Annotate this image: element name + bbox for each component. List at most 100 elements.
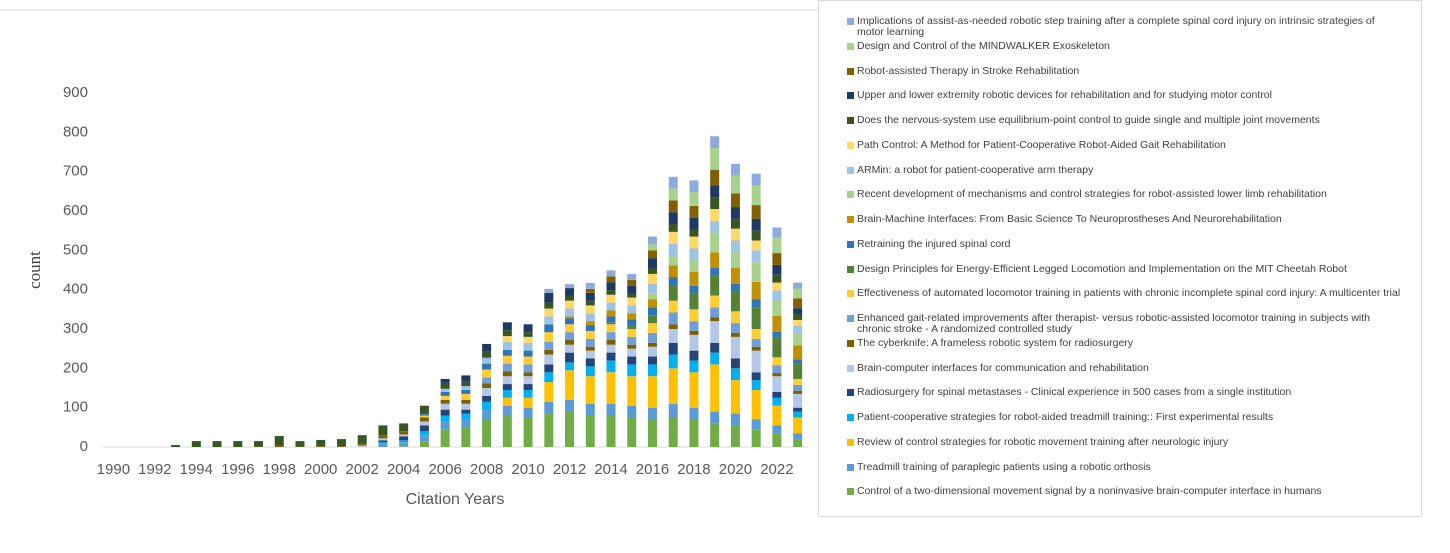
bar-segment bbox=[316, 439, 326, 447]
bar-segment bbox=[523, 324, 533, 333]
bar-segment bbox=[772, 316, 782, 332]
bar-segment bbox=[378, 435, 388, 439]
bar-segment bbox=[440, 421, 450, 430]
bar-segment bbox=[274, 445, 284, 447]
bar-segment bbox=[544, 341, 554, 350]
bar-segment bbox=[606, 340, 616, 345]
bar-segment bbox=[689, 205, 699, 218]
x-tick-label: 2022 bbox=[760, 461, 793, 478]
legend-label: Effectiveness of automated locomotor tra… bbox=[857, 287, 1401, 300]
bar-segment bbox=[585, 305, 595, 314]
bar-segment bbox=[502, 371, 512, 377]
bar-segment bbox=[689, 248, 699, 261]
bar-segment bbox=[440, 399, 450, 404]
bar-segment bbox=[357, 445, 367, 447]
bar-segment bbox=[751, 173, 761, 186]
bar-segment bbox=[751, 230, 761, 241]
bar-segment bbox=[627, 279, 637, 286]
bar-segment bbox=[627, 336, 637, 345]
bar-segment bbox=[461, 381, 471, 387]
bar-segment bbox=[793, 390, 803, 394]
bar-segment bbox=[627, 313, 637, 320]
bar-segment bbox=[772, 397, 782, 406]
bar-segment bbox=[668, 223, 678, 232]
bar-segment bbox=[440, 382, 450, 389]
bar-segment bbox=[585, 300, 595, 306]
bar-segment bbox=[627, 285, 637, 294]
legend-label: Robot-assisted Therapy in Stroke Rehabil… bbox=[857, 64, 1080, 77]
bar-segment bbox=[710, 220, 720, 233]
bar-segment bbox=[336, 446, 346, 447]
legend-swatch bbox=[847, 92, 854, 100]
bar-segment bbox=[793, 333, 803, 346]
legend-swatch bbox=[847, 67, 854, 75]
bar-segment bbox=[627, 348, 637, 357]
bar-segment bbox=[710, 252, 720, 269]
y-tick-label: 100 bbox=[63, 399, 88, 416]
y-tick-label: 0 bbox=[80, 438, 88, 455]
bar-segment bbox=[730, 175, 740, 194]
legend-item: Recent development of mechanisms and con… bbox=[847, 188, 1402, 201]
bar-segment bbox=[668, 312, 678, 325]
bar-segment bbox=[751, 240, 761, 251]
bar-segment bbox=[772, 405, 782, 426]
bar-segment bbox=[772, 282, 782, 291]
bar-segment bbox=[793, 378, 803, 385]
bar-segment bbox=[627, 329, 637, 337]
bar-segment bbox=[647, 419, 657, 447]
bar-segment bbox=[585, 366, 595, 377]
bar-segment bbox=[730, 291, 740, 312]
bar-segment bbox=[668, 342, 678, 355]
x-tick-label: 2000 bbox=[304, 461, 337, 478]
legend-label: Control of a two-dimensional movement si… bbox=[857, 485, 1322, 498]
bar-segment bbox=[585, 330, 595, 339]
bar-segment bbox=[710, 232, 720, 253]
bar-segment bbox=[544, 302, 554, 309]
bar-segment bbox=[772, 227, 782, 238]
bar-segment bbox=[710, 307, 720, 318]
bar-segment bbox=[585, 403, 595, 416]
bar-segment bbox=[793, 325, 803, 334]
bar-segment bbox=[399, 436, 409, 441]
bar-segment bbox=[419, 413, 429, 416]
bar-segment bbox=[502, 341, 512, 350]
bar-segment bbox=[730, 358, 740, 369]
bar-segment bbox=[710, 321, 720, 343]
legend-label: Recent development of mechanisms and con… bbox=[857, 188, 1327, 201]
bar-segment bbox=[627, 305, 637, 314]
bar-segment bbox=[647, 250, 657, 259]
bar-segment bbox=[482, 369, 492, 378]
bar-segment bbox=[482, 357, 492, 364]
bar-segment bbox=[730, 207, 740, 219]
bar-segment bbox=[606, 322, 616, 325]
bar-segment bbox=[482, 388, 492, 396]
legend-label: Brain-computer interfaces for communicat… bbox=[857, 361, 1149, 374]
bar-segment bbox=[772, 264, 782, 275]
bar-segment bbox=[523, 389, 533, 398]
bar-segment bbox=[772, 433, 782, 447]
bar-segment bbox=[647, 299, 657, 308]
bar-segment bbox=[502, 415, 512, 447]
bar-segment bbox=[689, 285, 699, 294]
legend-label: Brain-Machine Interfaces: From Basic Sci… bbox=[857, 213, 1282, 225]
legend-item: Patient-cooperative strategies for robot… bbox=[847, 412, 1402, 423]
bar-segment bbox=[399, 434, 409, 437]
bar-segment bbox=[191, 441, 201, 447]
x-tick-label: 2014 bbox=[594, 461, 627, 478]
bar-segment bbox=[502, 336, 512, 342]
legend-swatch bbox=[847, 414, 854, 421]
bar-segment bbox=[689, 309, 699, 322]
legend-item: Design Principles for Energy-Efficient L… bbox=[847, 263, 1402, 275]
bar-segment bbox=[378, 425, 388, 436]
bar-segment bbox=[606, 403, 616, 416]
bar-segment bbox=[793, 417, 803, 434]
bar-segment bbox=[274, 435, 284, 446]
legend-label: The cyberknife: A frameless robotic syst… bbox=[857, 336, 1134, 349]
bar-segment bbox=[544, 292, 554, 303]
x-tick-label: 2010 bbox=[511, 461, 544, 478]
bar-segment bbox=[523, 376, 533, 385]
bar-segment bbox=[212, 441, 222, 447]
legend-item: Brain-computer interfaces for communicat… bbox=[847, 361, 1402, 374]
bar-segment bbox=[668, 265, 678, 278]
bar-segment bbox=[751, 329, 761, 339]
